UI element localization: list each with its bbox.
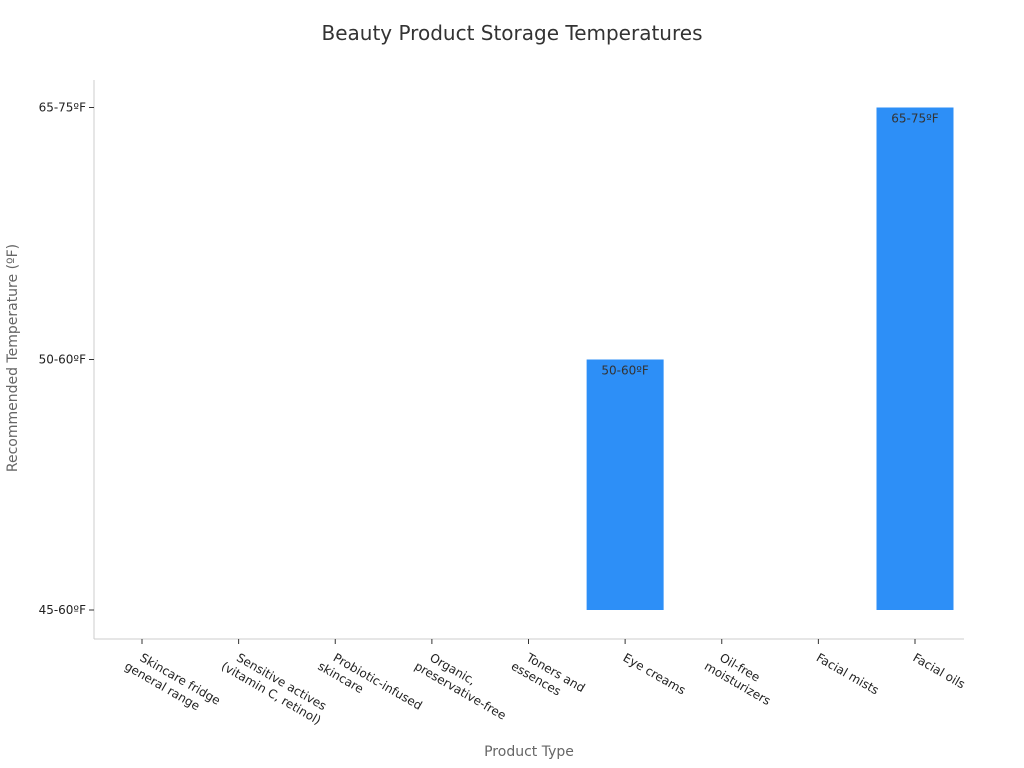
x-tick-label: Sensitive actives(vitamin C, retinol) (219, 646, 331, 727)
chart-marks: 45-60ºF 50-60ºF 65-75ºF Skincare fridgegene… (39, 101, 968, 728)
x-tick-label: Skincare fridgegeneral range (122, 646, 223, 721)
x-tick-label: Oil-freemoisturizers (702, 646, 781, 708)
y-tick-label: 45-60ºF (39, 603, 87, 617)
x-tick-label: Probiotic-infusedskincare (315, 646, 424, 726)
x-tick-label: Facial mists (814, 650, 881, 697)
bar (586, 359, 664, 610)
data-label: 65-75ºF (891, 112, 939, 126)
x-tick-label: Organic,preservative-free (412, 646, 516, 723)
x-axis-title: Product Type (484, 744, 574, 760)
chart-title: Beauty Product Storage Temperatures (321, 21, 702, 45)
data-label: 50-60ºF (601, 364, 649, 378)
bar (876, 107, 954, 610)
y-tick-label: 65-75ºF (39, 101, 87, 115)
y-axis-title: Recommended Temperature (ºF) (5, 244, 21, 472)
x-tick-label: Toners andessences (509, 646, 588, 708)
x-tick-label: Facial oils (911, 650, 968, 691)
y-tick-label: 50-60ºF (39, 353, 87, 367)
x-tick-label: Eye creams (621, 650, 688, 697)
